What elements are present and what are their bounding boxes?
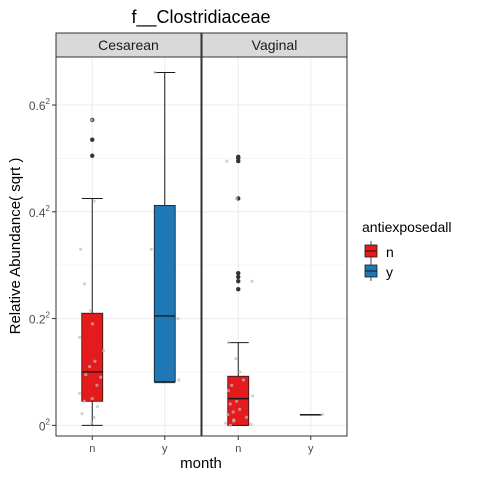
jitter-point [228, 402, 232, 406]
jitter-point [95, 405, 100, 409]
jitter-point [78, 335, 82, 339]
jitter-point [99, 375, 103, 379]
y-tick-label: 0.62 [29, 97, 51, 113]
y-axis: 0.62 0.42 0.22 02 [29, 97, 56, 433]
legend-item-y: y [364, 261, 393, 281]
x-tick-label: y [308, 443, 314, 455]
jitter-point [320, 413, 324, 417]
legend-item-label: n [386, 244, 394, 260]
facet-strip [55, 32, 202, 58]
legend: antiexposedall ny [362, 219, 452, 281]
jitter-point [250, 279, 254, 283]
jitter-point [80, 411, 84, 416]
jitter-point [244, 415, 249, 419]
box-cesarean-n [81, 117, 104, 426]
outlier-point [236, 154, 241, 160]
y-tick-label: 0.22 [29, 311, 51, 327]
panel-border [55, 56, 202, 437]
jitter-point [234, 196, 239, 201]
jitter-point [95, 383, 99, 387]
legend-title: antiexposedall [362, 219, 452, 235]
box-vaginal-y [299, 413, 322, 416]
jitter-point [224, 421, 228, 425]
legend-item-n: n [364, 241, 394, 261]
jitter-point [90, 397, 94, 401]
outlier-point [236, 278, 241, 284]
x-tick-label: n [89, 443, 95, 455]
jitter-point [79, 247, 83, 251]
jitter-point [249, 422, 253, 426]
jitter-point [149, 247, 153, 251]
jitter-point [230, 383, 234, 387]
facet-panels: Cesarean n y Vaginal n y [55, 32, 348, 455]
box-body [81, 312, 104, 402]
box-body [153, 204, 176, 382]
outlier-point [90, 137, 95, 142]
jitter-point [238, 407, 242, 411]
jitter-point [226, 389, 230, 393]
facet-strip-label: Cesarean [98, 37, 159, 53]
y-tick-label: 02 [39, 417, 51, 433]
panel-border [201, 56, 348, 437]
jitter-point [238, 370, 242, 374]
jitter-point [232, 419, 236, 423]
jitter-point [92, 199, 96, 203]
chart-title: f__Clostridiaceae [131, 7, 270, 28]
jitter-point [77, 391, 82, 395]
jitter-point [234, 356, 238, 361]
legend-item-label: y [386, 264, 393, 280]
x-axis-label: month [180, 455, 222, 472]
jitter-point [88, 308, 93, 313]
jitter-point [225, 159, 229, 163]
box-cesarean-y [153, 71, 176, 384]
jitter-point [226, 413, 230, 417]
y-tick-label: 0.42 [29, 204, 51, 220]
jitter-point [153, 70, 157, 75]
jitter-point [84, 373, 88, 377]
outlier-point [236, 274, 241, 280]
jitter-point [82, 399, 86, 403]
jitter-point [176, 316, 180, 321]
jitter-point [227, 340, 231, 345]
jitter-point [90, 118, 94, 122]
facet-panel-vaginal: Vaginal n y [201, 32, 348, 455]
panel-background [56, 57, 201, 436]
jitter-point [82, 282, 87, 286]
panel-background [202, 57, 347, 436]
jitter-point [87, 365, 92, 369]
y-axis-label: Relative Abundance( sqrt ) [7, 158, 24, 335]
jitter-point [92, 415, 96, 419]
jitter-point [90, 322, 95, 326]
x-tick-label: n [235, 443, 241, 455]
facet-panel-cesarean: Cesarean n y [55, 32, 202, 455]
outlier-point [236, 270, 241, 276]
jitter-point [228, 423, 233, 427]
jitter-point [102, 348, 106, 353]
jitter-point [251, 394, 255, 398]
jitter-point [177, 378, 181, 382]
outlier-point [236, 287, 241, 292]
facet-strip-label: Vaginal [252, 37, 298, 53]
jitter-point [231, 410, 235, 414]
jitter-point [90, 421, 94, 425]
jitter-point [241, 378, 246, 382]
jitter-point [93, 359, 97, 363]
jitter-point [235, 399, 239, 403]
outlier-point [90, 153, 95, 158]
x-tick-label: y [162, 443, 168, 455]
